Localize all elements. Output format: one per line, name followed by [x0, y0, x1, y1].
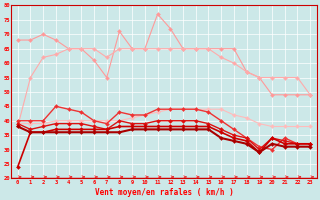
X-axis label: Vent moyen/en rafales ( km/h ): Vent moyen/en rafales ( km/h ) [95, 188, 233, 197]
